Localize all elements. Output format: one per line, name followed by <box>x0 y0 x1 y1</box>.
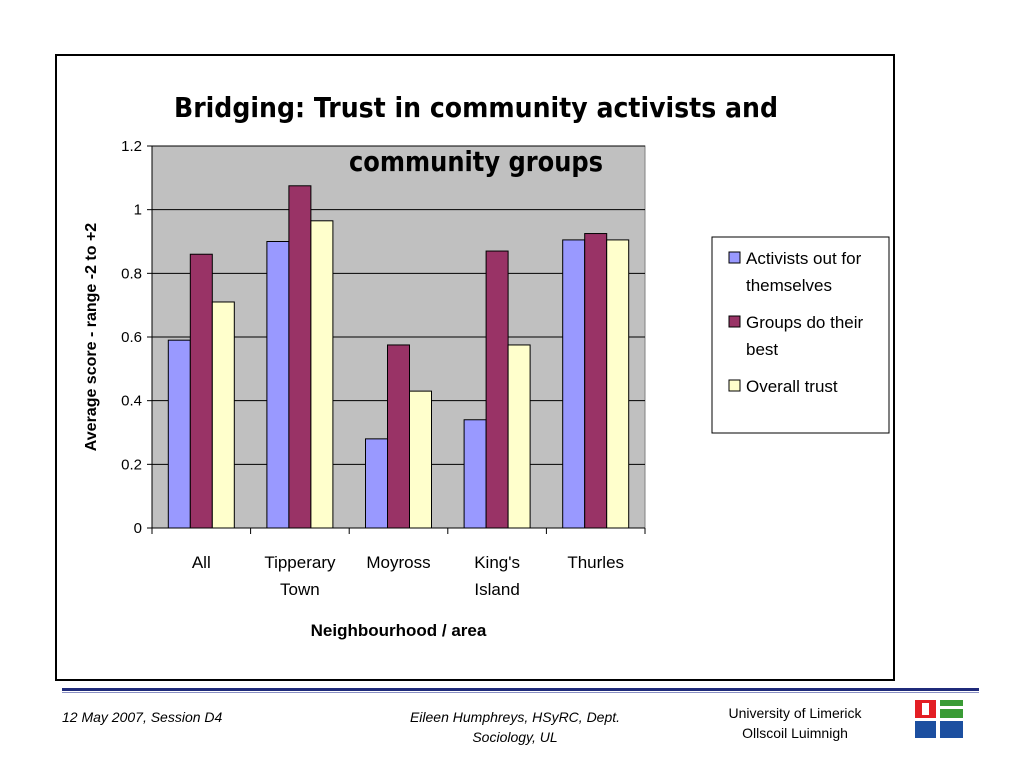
bar <box>606 239 630 529</box>
x-tick-label: All <box>192 553 211 572</box>
bar <box>387 344 410 529</box>
footer-author-line1: Eileen Humphreys, HSyRC, Dept. <box>409 709 621 725</box>
university-of-limerick-logo-icon <box>915 700 963 738</box>
y-tick-label: 0.2 <box>121 456 142 473</box>
y-tick-label: 0.8 <box>121 265 142 282</box>
chart-title-line2: community groups <box>349 145 603 178</box>
x-tick-label: Tipperary Town <box>264 553 336 599</box>
bar <box>211 301 235 529</box>
y-tick-label: 0.4 <box>121 393 142 410</box>
y-tick-label: 1 <box>134 202 142 219</box>
bar <box>463 419 487 529</box>
footer-rule-thin <box>62 692 979 693</box>
bar <box>409 390 432 529</box>
footer-university: University of Limerick Ollscoil Luimnigh <box>700 703 890 743</box>
bar <box>507 344 531 529</box>
bar <box>266 241 290 529</box>
x-axis-title: Neighbourhood / area <box>311 621 487 640</box>
bar <box>485 250 509 529</box>
x-tick-label: Thurles <box>567 553 624 572</box>
slide-frame <box>55 54 895 681</box>
bar <box>562 239 586 529</box>
footer-author: Eileen Humphreys, HSyRC, Dept. Sociology… <box>380 707 650 747</box>
bar <box>288 185 312 529</box>
legend-label: Overall trust <box>746 377 838 396</box>
legend-box <box>711 236 890 434</box>
footer-university-line2: Ollscoil Luimnigh <box>742 725 848 741</box>
y-axis-title: Average score - range -2 to +2 <box>83 223 100 451</box>
footer-rule <box>62 688 979 691</box>
bar <box>310 220 334 529</box>
footer-author-line2: Sociology, UL <box>472 729 558 745</box>
footer-university-line1: University of Limerick <box>728 705 862 721</box>
x-tick-label: King's Island <box>474 553 520 599</box>
y-tick-label: 1.2 <box>121 138 142 155</box>
chart-title-line1: Bridging: Trust in community activists a… <box>174 91 778 124</box>
bar <box>365 438 388 529</box>
bar-chart: 0 0.2 0.4 0.6 0.8 1 1.2 All Tipperary Town Moyross… <box>83 91 890 640</box>
y-tick-label: 0.6 <box>121 329 142 346</box>
y-tick-label: 0 <box>134 520 142 537</box>
x-tick-label: Moyross <box>366 553 430 572</box>
bar <box>584 233 608 529</box>
bar <box>189 253 213 529</box>
footer-date-session: 12 May 2007, Session D4 <box>62 709 223 725</box>
legend-label: Activists out for themselves <box>746 249 862 295</box>
legend-swatch <box>728 379 741 392</box>
legend-swatch <box>728 315 741 328</box>
legend-label: Groups do their best <box>746 313 864 359</box>
bar <box>167 339 191 529</box>
legend-swatch <box>728 251 741 264</box>
